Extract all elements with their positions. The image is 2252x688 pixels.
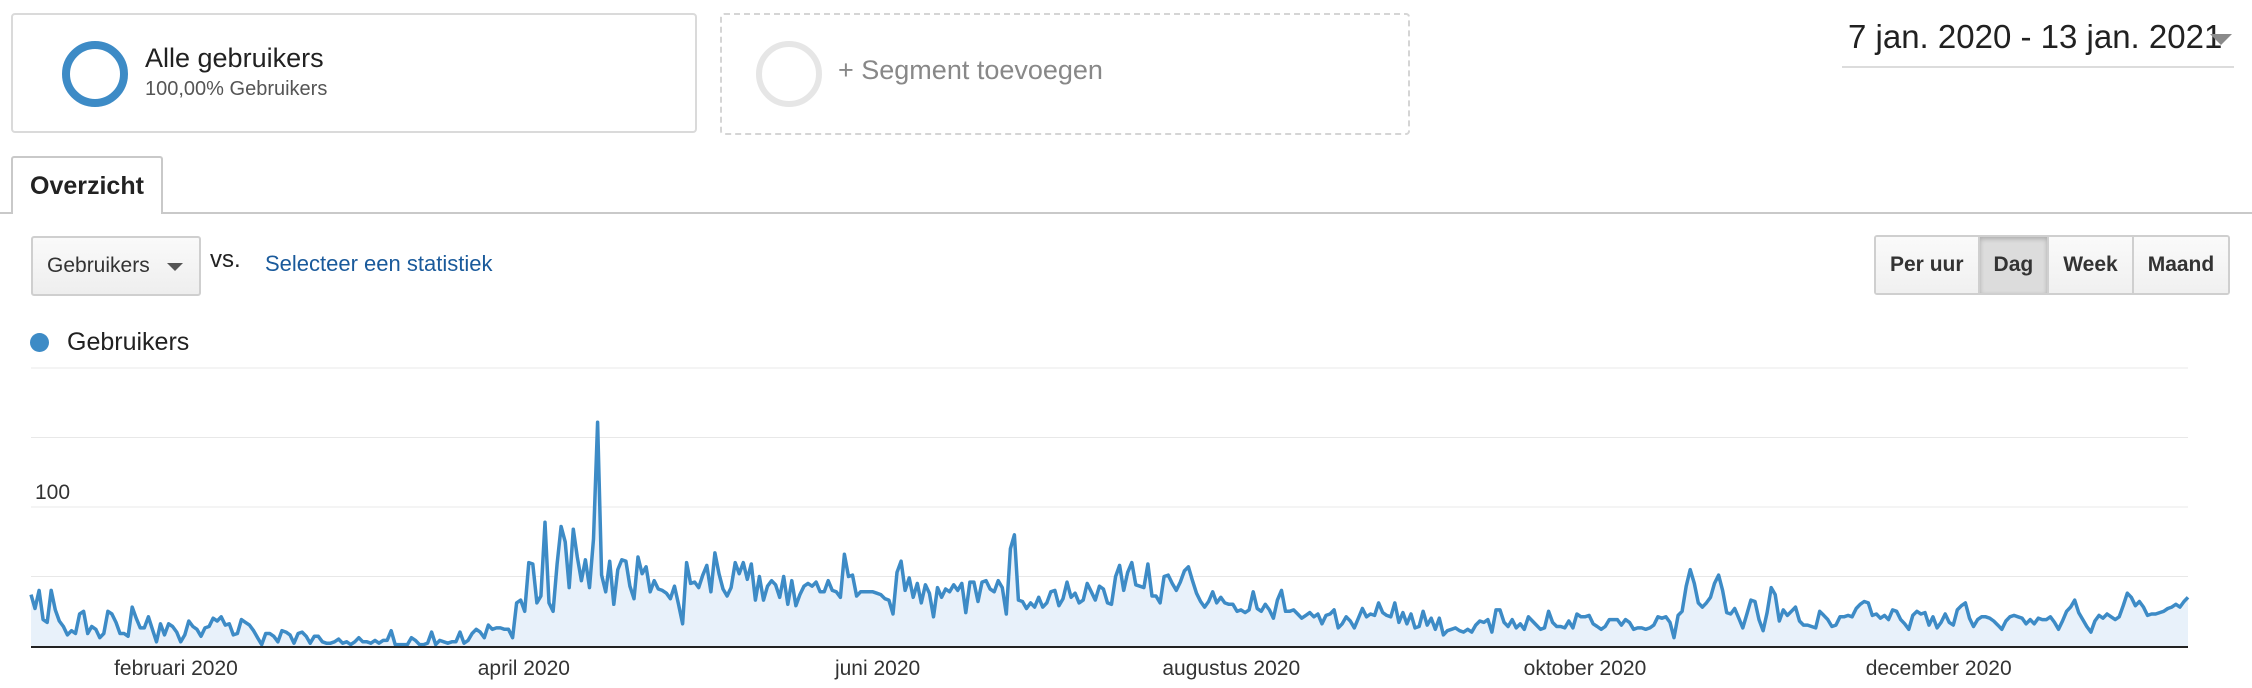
granularity-week-button[interactable]: Week	[2049, 237, 2134, 293]
metric-dropdown[interactable]: Gebruikers	[31, 236, 201, 296]
granularity-toggle: Per uur Dag Week Maand	[1874, 235, 2231, 295]
add-segment-button[interactable]: + Segment toevoegen	[720, 13, 1410, 135]
granularity-day-button[interactable]: Dag	[1979, 237, 2050, 293]
tab-bar-divider	[0, 212, 2252, 214]
segment-subtitle: 100,00% Gebruikers	[145, 78, 328, 100]
empty-segment-ring-icon	[756, 41, 822, 107]
x-tick-label: oktober 2020	[1524, 657, 1647, 680]
date-range-picker[interactable]: 7 jan. 2020 - 13 jan. 2021	[1842, 14, 2234, 68]
users-line-chart: 200 100 februari 2020 april 2020 juni 2020 au…	[29, 360, 2190, 680]
chart-legend: Gebruikers	[30, 328, 189, 357]
x-tick-label: december 2020	[1866, 657, 2012, 680]
vs-label: vs.	[210, 246, 241, 273]
series-area	[31, 422, 2188, 646]
chevron-down-icon	[2210, 34, 2232, 45]
x-tick-label: augustus 2020	[1162, 657, 1300, 680]
legend-label: Gebruikers	[67, 328, 190, 356]
granularity-month-button[interactable]: Maand	[2133, 237, 2229, 293]
date-range-label: 7 jan. 2020 - 13 jan. 2021	[1848, 18, 2223, 55]
segment-title: Alle gebruikers	[145, 43, 324, 73]
select-statistic-link[interactable]: Selecteer een statistiek	[265, 251, 493, 276]
granularity-hour-button[interactable]: Per uur	[1876, 237, 1980, 293]
segment-ring-icon	[62, 41, 128, 107]
x-tick-label: juni 2020	[834, 657, 920, 680]
y-tick-label: 100	[35, 481, 70, 504]
chevron-down-icon	[167, 263, 183, 271]
add-segment-label: + Segment toevoegen	[838, 55, 1103, 85]
x-tick-label: februari 2020	[114, 657, 238, 680]
series-line	[29, 420, 2190, 647]
y-tick-label: 200	[35, 360, 70, 365]
legend-dot-icon	[30, 333, 49, 352]
tab-overview[interactable]: Overzicht	[11, 156, 163, 214]
segment-card-all-users[interactable]: Alle gebruikers 100,00% Gebruikers	[11, 13, 697, 133]
metric-dropdown-label: Gebruikers	[47, 254, 150, 277]
x-tick-label: april 2020	[478, 657, 570, 680]
